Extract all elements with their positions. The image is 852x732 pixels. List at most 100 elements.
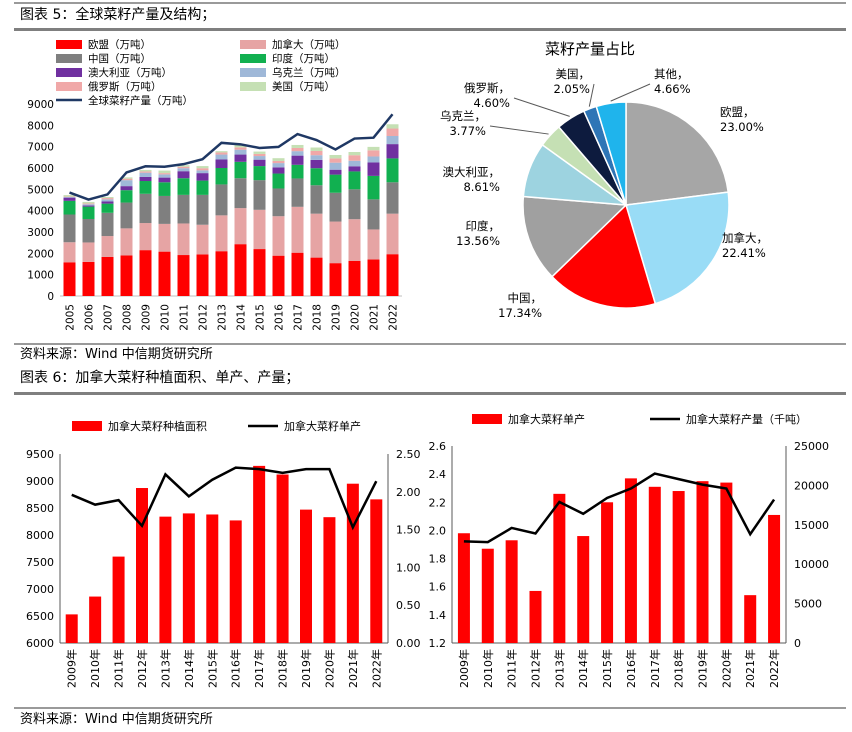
bar-segment (367, 150, 380, 157)
bar-segment (139, 250, 152, 296)
bar-segment (139, 176, 152, 182)
bar-segment (234, 144, 247, 148)
legend-label: 加拿大菜籽种植面积 (108, 419, 207, 433)
figure-6-title-rule (14, 392, 846, 395)
bar (206, 514, 219, 643)
bar-segment (101, 256, 114, 296)
bar-segment (177, 165, 190, 167)
bar (300, 509, 312, 643)
bar-segment (196, 166, 209, 169)
y-tick-label: 9000 (27, 99, 54, 111)
x-tick-label: 2016年 (624, 649, 638, 688)
bar-segment (158, 177, 171, 183)
bar-segment (215, 154, 228, 160)
bar-segment (120, 177, 133, 179)
legend-swatch (56, 82, 82, 91)
legend-label: 欧盟（万吨） (88, 38, 151, 51)
legend-swatch (240, 68, 266, 77)
y2-tick-label: 0.00 (396, 637, 421, 650)
bar-segment (196, 168, 209, 171)
bar-segment (139, 193, 152, 224)
figure-6-bottom-rule (14, 707, 846, 709)
bar-segment (310, 150, 323, 156)
bar-segment (120, 180, 133, 187)
bar-segment (139, 169, 152, 172)
legend-swatch (240, 54, 266, 63)
bar-segment (310, 147, 323, 151)
canada-yield-output-chart: 加拿大菜籽单产 加拿大菜籽产量（千吨） 1.2 1.4 1.6 1.8 2.0 2.2 2.4 2… (429, 412, 830, 688)
bar (253, 465, 266, 643)
legend-swatch (56, 40, 82, 49)
legend-swatch (56, 54, 82, 63)
pie-label-value: 3.77% (449, 124, 486, 138)
bar-segment (196, 194, 209, 225)
y-tick-label: 2.0 (429, 524, 447, 537)
bar (89, 596, 102, 643)
y-tick-label: 8000 (26, 529, 54, 542)
bar-segment (101, 197, 114, 199)
y-tick-label: 1.6 (429, 581, 447, 594)
bar-segment (82, 261, 95, 296)
legend-label: 中国（万吨） (88, 52, 151, 65)
bar-segment (272, 255, 285, 296)
pie-slice (625, 101, 730, 206)
pie-leader-line (610, 83, 651, 102)
bar (505, 540, 518, 643)
bar-segment (139, 223, 152, 251)
pie-label-value: 8.61% (463, 180, 500, 194)
y-tick-label: 2.2 (429, 496, 447, 509)
bar-segment (386, 254, 399, 296)
bar-segment (386, 213, 399, 255)
x-tick-label: 2017 (293, 304, 305, 331)
bar-segment (177, 166, 190, 169)
bar-segment (272, 188, 285, 217)
bar-segment (63, 200, 76, 215)
x-tick-label: 2013年 (158, 649, 172, 688)
bar-segment (310, 159, 323, 169)
pie-label-name: 中国， (508, 291, 543, 305)
bar (346, 483, 359, 643)
bar-segment (253, 209, 266, 250)
bar (370, 499, 383, 643)
legend-label: 加拿大菜籽单产 (508, 412, 585, 426)
legend-label: 美国（万吨） (272, 80, 335, 93)
bar-segment (158, 251, 171, 296)
legend-label: 加拿大（万吨） (272, 38, 346, 51)
bar-segment (348, 260, 361, 296)
bar-segment (329, 263, 342, 296)
x-tick-label: 2014 (236, 304, 248, 331)
pie-label-value: 17.34% (498, 306, 542, 320)
bar-segment (310, 257, 323, 296)
pie-label-value: 4.66% (654, 82, 691, 96)
bar-segment (101, 212, 114, 237)
pie-label-name: 美国， (556, 67, 591, 81)
x-tick-label: 2012 (198, 304, 210, 331)
bar-segment (348, 166, 361, 172)
legend-swatch (472, 414, 502, 424)
y2-tick-label: 5000 (794, 598, 822, 611)
bar-segment (272, 158, 285, 161)
x-tick-label: 2018 (312, 304, 324, 331)
x-tick-label: 2015年 (205, 649, 219, 688)
bar (577, 536, 590, 643)
bar (323, 517, 336, 643)
bar-segment (101, 201, 114, 204)
y-tick-label: 2.4 (429, 468, 447, 481)
bar-segment (310, 155, 323, 160)
bar-segment (82, 203, 95, 205)
y-tick-label: 2000 (27, 248, 54, 260)
bar-segment (177, 178, 190, 195)
bar-segment (348, 171, 361, 190)
bar (481, 548, 494, 643)
x-tick-label: 2020年 (322, 649, 336, 688)
bar-segment (291, 164, 304, 179)
bar-segment (386, 136, 399, 145)
bar-segment (158, 182, 171, 196)
bar (276, 474, 289, 643)
bar-segment (234, 244, 247, 296)
bar-segment (82, 242, 95, 262)
bar-segment (215, 159, 228, 168)
pie-slice (522, 195, 628, 278)
bar (182, 513, 195, 643)
legend-swatch (72, 421, 102, 431)
